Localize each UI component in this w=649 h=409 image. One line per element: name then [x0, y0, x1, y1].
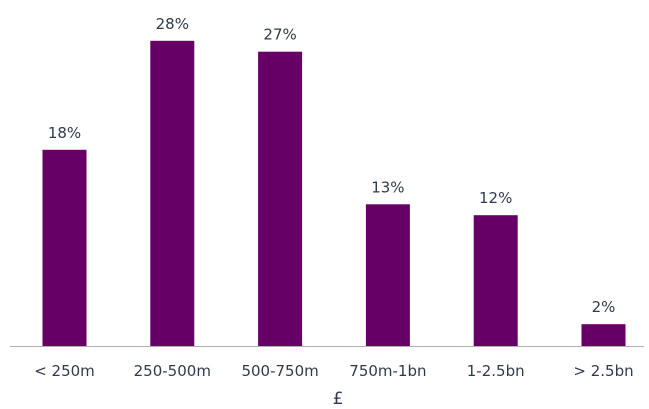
bar-value-label: 12%: [479, 189, 512, 207]
bar-value-label: 28%: [156, 15, 189, 33]
bar: [150, 40, 195, 347]
bar: [473, 215, 518, 346]
x-axis-title: £: [333, 389, 344, 409]
bar: [581, 324, 626, 346]
bar-value-label: 18%: [48, 124, 81, 142]
bars-group: [42, 40, 626, 347]
bar-value-label: 27%: [263, 26, 296, 44]
x-tick-label: > 2.5bn: [573, 362, 633, 380]
bar: [258, 51, 303, 346]
bar-value-label: 2%: [592, 298, 616, 316]
bar: [365, 204, 410, 346]
x-tick-label: 250-500m: [134, 362, 211, 380]
x-tick-label: 750m-1bn: [349, 362, 426, 380]
bar-value-label: 13%: [371, 178, 404, 196]
x-tick-label: 1-2.5bn: [467, 362, 525, 380]
value-labels-group: 18% 28% 27% 13% 12% 2%: [48, 15, 616, 316]
x-tick-label: < 250m: [34, 362, 95, 380]
x-tick-labels-group: < 250m 250-500m 500-750m 750m-1bn 1-2.5bn > 2…: [34, 362, 633, 380]
bar: [42, 149, 87, 346]
x-tick-label: 500-750m: [241, 362, 318, 380]
